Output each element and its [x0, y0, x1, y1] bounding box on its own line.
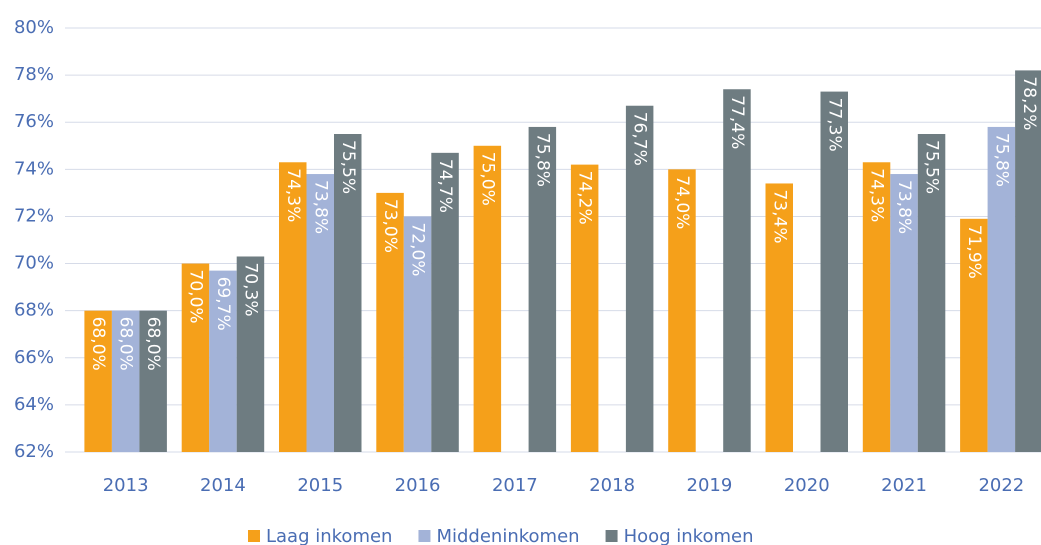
y-tick-label: 62%: [14, 441, 54, 462]
value-label: 75,8%: [991, 133, 1011, 187]
bar: [668, 169, 696, 453]
bar: [376, 192, 404, 452]
value-label: 76,7%: [630, 112, 650, 166]
bar: [570, 164, 599, 452]
x-tick-label: 2022: [978, 475, 1024, 496]
bar: [987, 126, 1016, 452]
y-tick-label: 64%: [14, 394, 54, 415]
x-tick-label: 2013: [103, 475, 149, 496]
bar: [334, 134, 362, 452]
x-tick-label: 2019: [687, 475, 733, 496]
value-label: 68,0%: [116, 317, 136, 371]
legend-swatch: [418, 530, 431, 542]
bar: [279, 162, 307, 452]
bar: [209, 270, 237, 452]
value-label: 68,0%: [143, 317, 163, 371]
x-tick-label: 2016: [395, 475, 441, 496]
bar: [306, 174, 334, 453]
x-tick-label: 2015: [297, 475, 343, 496]
y-tick-label: 78%: [14, 64, 54, 85]
bar: [723, 89, 751, 452]
value-label: 77,3%: [824, 98, 844, 152]
value-label: 74,0%: [672, 175, 692, 229]
legend-label: Hoog inkomen: [624, 526, 754, 545]
y-tick-label: 74%: [14, 158, 54, 179]
bar: [111, 310, 140, 452]
x-tick-label: 2021: [881, 475, 927, 496]
value-label: 73,8%: [310, 180, 330, 234]
value-label: 77,4%: [727, 95, 747, 149]
value-label: 74,3%: [283, 168, 303, 222]
value-label: 75,5%: [338, 140, 358, 194]
bar: [890, 174, 918, 453]
value-label: 70,0%: [185, 270, 205, 324]
value-label: 74,2%: [575, 171, 595, 225]
bar: [765, 183, 793, 452]
value-label: 75,8%: [532, 133, 552, 187]
value-label: 71,9%: [964, 225, 984, 279]
y-tick-label: 72%: [14, 205, 54, 226]
x-tick-label: 2020: [784, 475, 830, 496]
y-tick-label: 76%: [14, 111, 54, 132]
value-label: 75,5%: [922, 140, 942, 194]
bar: [960, 218, 988, 452]
value-label: 72,0%: [408, 222, 428, 276]
y-tick-label: 68%: [14, 300, 54, 321]
bar: [84, 310, 112, 452]
bar: [625, 105, 654, 452]
value-label: 73,0%: [380, 199, 400, 253]
value-label: 68,0%: [88, 317, 108, 371]
bar: [473, 145, 502, 452]
bar: [917, 134, 946, 452]
y-tick-label: 80%: [14, 17, 54, 38]
legend-label: Middeninkomen: [436, 526, 579, 545]
value-label: 78,2%: [1019, 76, 1039, 130]
value-label: 75,0%: [477, 152, 497, 206]
bar: [431, 152, 459, 452]
bar: [139, 310, 167, 452]
bar: [1015, 70, 1041, 453]
value-label: 69,7%: [213, 277, 233, 331]
value-label: 74,7%: [435, 159, 455, 213]
x-tick-label: 2017: [492, 475, 538, 496]
bar: [181, 263, 210, 452]
legend-swatch: [605, 530, 618, 542]
y-tick-label: 66%: [14, 347, 54, 368]
bar: [403, 216, 432, 452]
bar: [820, 91, 848, 452]
value-label: 74,3%: [867, 168, 887, 222]
value-label: 73,8%: [894, 180, 914, 234]
x-tick-label: 2018: [589, 475, 635, 496]
value-label: 70,3%: [240, 262, 260, 316]
bar: [528, 126, 557, 452]
legend-swatch: [248, 530, 260, 542]
legend-label: Laag inkomen: [266, 526, 392, 545]
bar: [236, 256, 265, 452]
bar: [862, 162, 891, 452]
y-tick-label: 70%: [14, 253, 54, 274]
value-label: 73,4%: [769, 189, 789, 243]
x-tick-label: 2014: [200, 475, 246, 496]
